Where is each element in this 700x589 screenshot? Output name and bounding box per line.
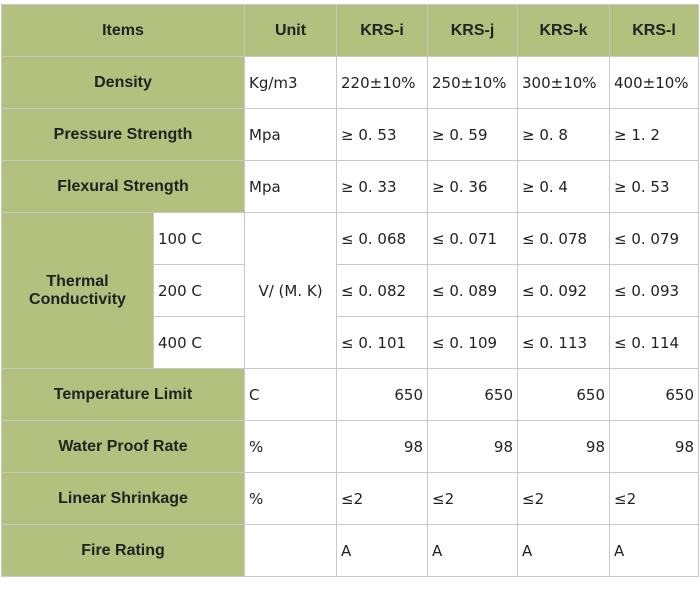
row-label: Pressure Strength bbox=[0, 108, 246, 161]
value-cell: 98 bbox=[517, 420, 611, 473]
value-cell: ≤ 0. 113 bbox=[517, 316, 611, 369]
value-cell: A bbox=[427, 524, 519, 577]
value-cell: ≥ 0. 53 bbox=[336, 108, 429, 161]
value-cell: ≤ 0. 109 bbox=[427, 316, 519, 369]
value-cell: 400±10% bbox=[609, 56, 700, 109]
value-cell: 650 bbox=[517, 368, 611, 421]
table-row: 400 C ≤ 0. 101 ≤ 0. 109 ≤ 0. 113 ≤ 0. 114 bbox=[2, 316, 700, 369]
unit-cell: % bbox=[244, 472, 338, 525]
value-cell: 98 bbox=[427, 420, 519, 473]
header-cell: KRS-l bbox=[609, 4, 700, 57]
value-cell: ≤2 bbox=[517, 472, 611, 525]
header-cell: Items bbox=[0, 4, 246, 57]
value-cell: ≥ 0. 4 bbox=[517, 160, 611, 213]
row-label: Fire Rating bbox=[0, 524, 246, 577]
value-cell: ≤ 0. 092 bbox=[517, 264, 611, 317]
value-cell: 650 bbox=[427, 368, 519, 421]
value-cell: ≤ 0. 071 bbox=[427, 212, 519, 265]
value-cell: A bbox=[517, 524, 611, 577]
value-cell: ≤ 0. 078 bbox=[517, 212, 611, 265]
value-cell: ≤ 0. 089 bbox=[427, 264, 519, 317]
spec-table: Items Unit KRS-i KRS-j KRS-k KRS-l Density Kg/m… bbox=[0, 4, 700, 577]
value-cell: ≥ 0. 33 bbox=[336, 160, 429, 213]
header-cell: KRS-k bbox=[517, 4, 611, 57]
value-cell: 650 bbox=[336, 368, 429, 421]
unit-cell: V/ (M. K) bbox=[244, 212, 338, 369]
value-cell: 98 bbox=[609, 420, 700, 473]
table-row: 200 C ≤ 0. 082 ≤ 0. 089 ≤ 0. 092 ≤ 0. 093 bbox=[2, 264, 700, 317]
value-cell: 98 bbox=[336, 420, 429, 473]
unit-cell bbox=[244, 524, 338, 577]
row-label: Density bbox=[0, 56, 246, 109]
value-cell: ≤ 0. 093 bbox=[609, 264, 700, 317]
value-cell: 220±10% bbox=[336, 56, 429, 109]
row-label: Temperature Limit bbox=[0, 368, 246, 421]
value-cell: 250±10% bbox=[427, 56, 519, 109]
value-cell: ≤ 0. 079 bbox=[609, 212, 700, 265]
value-cell: ≥ 1. 2 bbox=[609, 108, 700, 161]
value-cell: ≥ 0. 53 bbox=[609, 160, 700, 213]
table-row: Items Unit KRS-i KRS-j KRS-k KRS-l bbox=[0, 4, 700, 57]
value-cell: A bbox=[609, 524, 700, 577]
row-label: Flexural Strength bbox=[0, 160, 246, 213]
page: {"table": { "header": ["Items", "Unit", … bbox=[0, 4, 700, 589]
row-label: Water Proof Rate bbox=[0, 420, 246, 473]
value-cell: 300±10% bbox=[517, 56, 611, 109]
unit-cell: C bbox=[244, 368, 338, 421]
unit-cell: Kg/m3 bbox=[244, 56, 338, 109]
unit-cell: Mpa bbox=[244, 160, 338, 213]
value-cell: ≥ 0. 36 bbox=[427, 160, 519, 213]
value-cell: ≤ 0. 114 bbox=[609, 316, 700, 369]
value-cell: ≤ 0. 082 bbox=[336, 264, 429, 317]
table-row: Flexural Strength Mpa ≥ 0. 33 ≥ 0. 36 ≥ 0. 4… bbox=[0, 160, 700, 213]
value-cell: ≤2 bbox=[336, 472, 429, 525]
sub-label: 400 C bbox=[152, 316, 246, 369]
row-label: Linear Shrinkage bbox=[0, 472, 246, 525]
table-row: Pressure Strength Mpa ≥ 0. 53 ≥ 0. 59 ≥ 0. 8… bbox=[0, 108, 700, 161]
sub-label: 200 C bbox=[152, 264, 246, 317]
unit-cell: Mpa bbox=[244, 108, 338, 161]
header-cell: KRS-j bbox=[427, 4, 519, 57]
table-row: Temperature Limit C 650 650 650 650 bbox=[0, 368, 700, 421]
table-row: Water Proof Rate% 98 98 98 98 bbox=[0, 420, 700, 473]
table-row: Thermal Conductivity 100 C V/ (M. K) ≤ 0. 0… bbox=[1, 212, 700, 369]
table-row: Linear Shrinkage% ≤2 ≤2 ≤2 ≤2 bbox=[0, 472, 700, 525]
table-row: Fire Rating A A A A bbox=[0, 524, 700, 577]
table-row: Density Kg/m3 220±10% 250±10% 300±10% 400±10% bbox=[0, 56, 700, 109]
value-cell: A bbox=[336, 524, 429, 577]
row-label: Thermal Conductivity bbox=[1, 212, 154, 369]
header-cell: KRS-i bbox=[336, 4, 429, 57]
header-cell: Unit bbox=[244, 4, 338, 57]
value-cell: ≥ 0. 8 bbox=[517, 108, 611, 161]
value-cell: ≤ 0. 101 bbox=[336, 316, 429, 369]
value-cell: ≤ 0. 068 bbox=[336, 212, 429, 265]
sub-label: 100 C bbox=[152, 212, 246, 265]
value-cell: ≤2 bbox=[427, 472, 519, 525]
unit-cell: % bbox=[244, 420, 338, 473]
value-cell: 650 bbox=[609, 368, 700, 421]
value-cell: ≤2 bbox=[609, 472, 700, 525]
value-cell: ≥ 0. 59 bbox=[427, 108, 519, 161]
